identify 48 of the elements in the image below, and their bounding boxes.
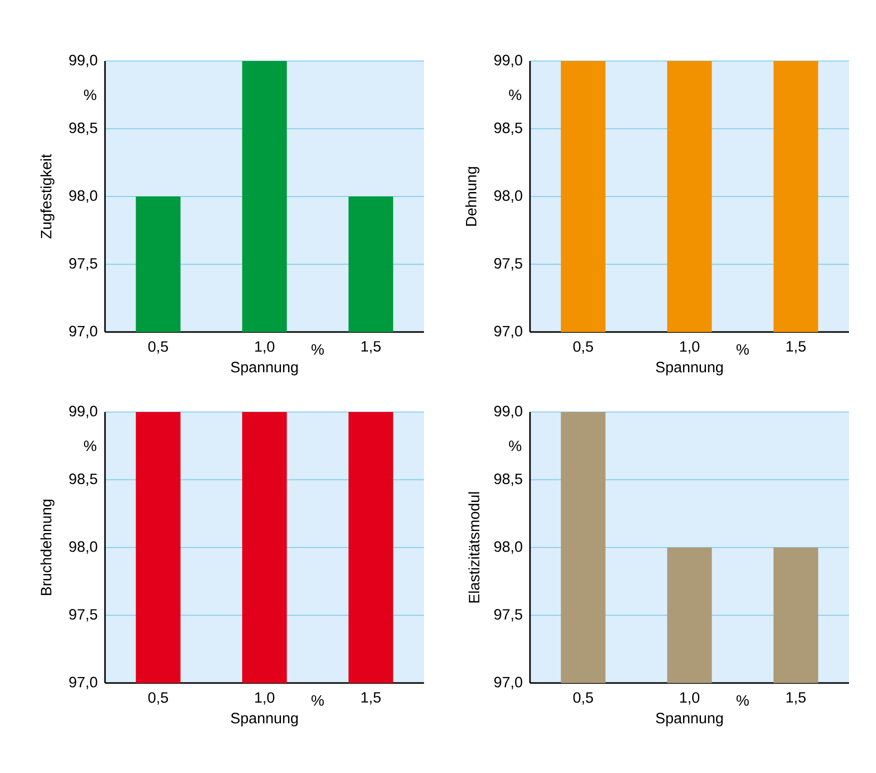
y-tick-label: 97,5 — [494, 609, 522, 622]
x-axis-title: Spannung — [656, 712, 723, 726]
x-tick-label: 0,5 — [573, 692, 593, 705]
y-tick-label: 97,5 — [494, 258, 522, 270]
text: % — [84, 440, 96, 452]
y-tick-label: 98,0 — [494, 190, 522, 203]
y-tick-label: 99,0 — [494, 406, 522, 418]
y-tick-label: 97,0 — [69, 676, 98, 690]
text: % — [509, 90, 522, 100]
text: % — [736, 695, 749, 706]
x-tick-label: 0,5 — [148, 341, 168, 354]
x-tick-label: 1,0 — [255, 692, 274, 705]
y-tick-label: 99,0 — [494, 54, 522, 68]
x-tick-label: 1,0 — [255, 341, 274, 354]
x-axis-title: Spannung — [230, 712, 298, 726]
y-axis-title: Bruchdehnung — [40, 500, 54, 596]
text: % — [509, 440, 522, 452]
y-tick-label: 97,0 — [494, 676, 522, 690]
y-tick-label: 98,0 — [494, 541, 522, 554]
text: % — [736, 344, 749, 355]
y-tick-label: 98,5 — [494, 474, 522, 486]
y-tick-label: 98,5 — [494, 122, 522, 135]
x-tick-label: 1,0 — [680, 692, 700, 705]
y-tick-label: 98,0 — [69, 541, 98, 554]
x-tick-label: 1,5 — [362, 341, 381, 354]
x-axis-title: Spannung — [656, 362, 723, 376]
x-tick-label: 0,5 — [148, 692, 168, 705]
text: % — [312, 344, 324, 355]
x-tick-label: 1,5 — [362, 692, 381, 704]
x-tick-label: 1,5 — [786, 341, 806, 354]
y-axis-title: Dehnung — [465, 167, 480, 226]
x-tick-label: 1,0 — [680, 341, 700, 354]
y-tick-label: 99,0 — [69, 406, 98, 418]
y-tick-label: 97,5 — [69, 258, 98, 270]
y-tick-label: 97,5 — [69, 609, 98, 622]
y-tick-label: 97,0 — [69, 326, 98, 338]
y-tick-label: 98,5 — [69, 474, 98, 486]
x-tick-label: 1,5 — [786, 692, 806, 704]
y-axis-title: Zugfestigkeit — [40, 154, 54, 239]
y-tick-label: 98,5 — [69, 122, 98, 135]
y-tick-label: 97,0 — [494, 326, 522, 338]
text: % — [84, 90, 96, 100]
y-axis-title: Elastizitätsmodul — [468, 492, 480, 603]
text: % — [312, 695, 324, 706]
x-axis-title: Spannung — [230, 362, 298, 376]
y-tick-label: 99,0 — [69, 54, 98, 68]
x-tick-label: 0,5 — [573, 341, 593, 354]
y-tick-label: 98,0 — [69, 190, 98, 203]
